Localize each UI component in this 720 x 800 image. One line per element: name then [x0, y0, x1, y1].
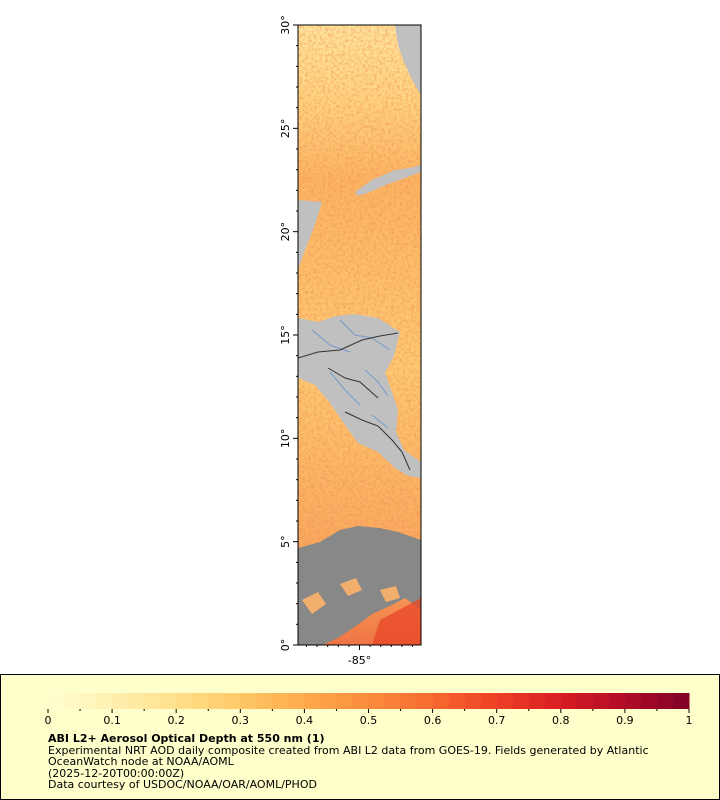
colorbar-segment: [480, 693, 498, 709]
colorbar-segment: [512, 693, 530, 709]
colorbar-tick-label: 0.2: [167, 714, 185, 727]
colorbar-segment: [224, 693, 241, 709]
colorbar-segment: [240, 693, 257, 709]
colorbar-segment: [544, 693, 562, 709]
colorbar-segment: [336, 693, 353, 709]
colorbar-segment: [608, 693, 626, 709]
colorbar-tick-label: 0.1: [103, 714, 121, 727]
colorbar-segment: [176, 693, 193, 709]
colorbar-segment: [144, 693, 161, 709]
colorbar: 0 0.1 0.2 0.3 0.4 0.5 0.6 0.7 0.8 0.9 1: [45, 693, 693, 727]
colorbar-tick-label: 0.4: [296, 714, 314, 727]
colorbar-tick-label: 0.5: [360, 714, 378, 727]
country-borders: [298, 332, 411, 471]
colorbar-segment: [288, 693, 305, 709]
colorbar-segment: [624, 693, 642, 709]
colorbar-segment: [128, 693, 145, 709]
legend-text: ABI L2+ Aerosol Optical Depth at 550 nm …: [48, 733, 688, 791]
florida-land: [395, 25, 421, 95]
colorbar-segment: [448, 693, 466, 709]
colorbar-segment: [592, 693, 610, 709]
legend-description: Experimental NRT AOD daily composite cre…: [48, 743, 649, 768]
cuba-land: [355, 165, 421, 196]
colorbar-segment: [80, 693, 97, 709]
lat-tick-label: 25°: [279, 119, 292, 139]
colorbar-segment: [640, 693, 658, 709]
colorbar-tick-label: 0.9: [616, 714, 634, 727]
colorbar-segment: [272, 693, 289, 709]
colorbar-segment: [112, 693, 129, 709]
colorbar-segment: [432, 693, 450, 709]
legend-timestamp: (2025-12-20T00:00:00Z): [48, 766, 185, 780]
colorbar-segment: [528, 693, 546, 709]
colorbar-segment: [576, 693, 594, 709]
colorbar-segment: [192, 693, 209, 709]
colorbar-segment: [208, 693, 225, 709]
legend-title: ABI L2+ Aerosol Optical Depth at 550 nm …: [48, 732, 325, 745]
map-area[interactable]: 0° 5° 10° 15° 20° 25° 30° -85°: [0, 0, 720, 670]
colorbar-segment: [560, 693, 578, 709]
colorbar-segment: [352, 693, 369, 709]
yucatan-land: [298, 200, 322, 270]
lat-tick-label: 15°: [279, 325, 292, 345]
missing-data-patches: [302, 578, 400, 614]
legend-panel: 0 0.1 0.2 0.3 0.4 0.5 0.6 0.7 0.8 0.9 1 ABI L2+ Ae…: [0, 674, 720, 800]
colorbar-segment: [96, 693, 113, 709]
colorbar-tick-label: 0.7: [488, 714, 506, 727]
lat-tick-label: 10°: [279, 429, 292, 449]
colorbar-tick-label: 1: [686, 714, 693, 727]
colorbar-segment: [320, 693, 337, 709]
colorbar-svg: 0 0.1 0.2 0.3 0.4 0.5 0.6 0.7 0.8 0.9 1: [45, 693, 693, 727]
tick-layer: 0° 5° 10° 15° 20° 25° 30° -85°: [279, 15, 414, 667]
colorbar-segment: [464, 693, 482, 709]
colorbar-tick-label: 0.3: [232, 714, 250, 727]
colorbar-segment: [304, 693, 321, 709]
map-svg: 0° 5° 10° 15° 20° 25° 30° -85°: [279, 15, 422, 667]
lon-tick-label: -85°: [348, 654, 371, 667]
colorbar-segment: [384, 693, 402, 709]
colorbar-segment: [160, 693, 177, 709]
colorbar-segment: [48, 693, 65, 709]
colorbar-segment: [672, 693, 690, 709]
legend-credit: Data courtesy of USDOC/NOAA/OAR/AOML/PHO…: [48, 778, 317, 791]
colorbar-segment: [496, 693, 514, 709]
lat-tick-label: 30°: [279, 15, 292, 35]
lat-tick-label: 0°: [279, 639, 292, 652]
colorbar-tick-label: 0.6: [424, 714, 442, 727]
colorbar-tick-label: 0.8: [552, 714, 570, 727]
high-aod-corner: [372, 598, 421, 645]
colorbar-tick-label: 0: [45, 714, 52, 727]
rivers: [311, 319, 391, 429]
lat-tick-label: 5°: [279, 535, 292, 548]
colorbar-segment: [256, 693, 273, 709]
colorbar-segment: [64, 693, 81, 709]
colorbar-segment: [400, 693, 418, 709]
central-america-land: [298, 314, 421, 478]
colorbar-segment: [416, 693, 434, 709]
colorbar-segment: [656, 693, 674, 709]
lat-tick-label: 20°: [279, 222, 292, 242]
colorbar-segment: [368, 693, 386, 709]
